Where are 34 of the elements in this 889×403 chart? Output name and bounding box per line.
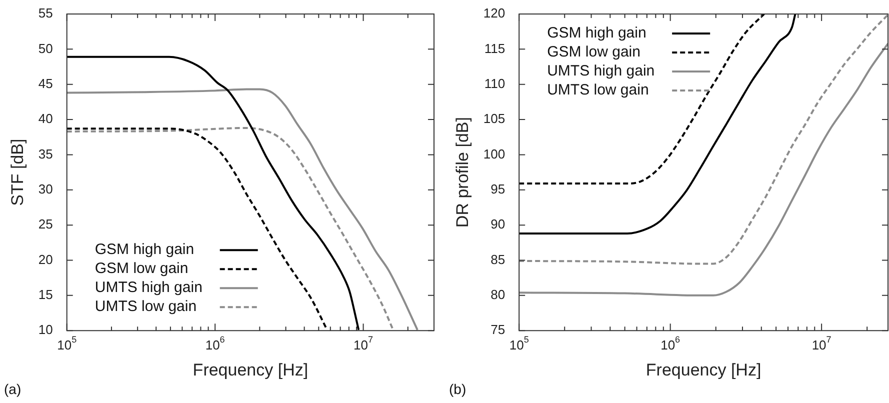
y-tick-label: 75 [490,322,506,338]
x-axis-title: Frequency [Hz] [646,360,762,380]
y-axis-title: DR profile [dB] [452,117,472,228]
legend-label: UMTS low gain [547,82,649,99]
y-tick-label: 25 [38,216,53,232]
x-axis-title: Frequency [Hz] [192,360,308,380]
legend-label: UMTS high gain [94,279,202,296]
y-tick-label: 40 [38,111,53,126]
y-tick-label: 80 [490,287,506,302]
y-tick-label: 10 [38,322,53,338]
legend-label: GSM low gain [94,260,188,278]
y-tick-label: 115 [484,40,506,56]
y-tick-label: 110 [484,76,506,91]
legend-label: GSM high gain [94,241,194,258]
y-tick-label: 15 [38,287,53,302]
legend-label: GSM low gain [547,44,640,61]
text: (a) [4,380,22,397]
y-tick-label: 20 [38,252,53,267]
y-tick-label: 55 [38,6,53,21]
legend-label: GSM high gain [547,24,646,42]
y-tick-label: 120 [483,6,506,21]
y-tick-label: 45 [38,76,53,91]
y-axis-title: STF [dB] [8,138,27,206]
y-tick-label: 105 [483,111,506,126]
y-tick-label: 90 [490,216,506,232]
y-tick-label: 95 [490,181,506,196]
legend-label: UMTS low gain [94,298,197,316]
y-tick-label: 85 [490,252,506,267]
y-tick-label: 35 [38,146,53,162]
y-tick-label: 100 [483,146,506,162]
legend-label: UMTS high gain [547,62,655,80]
text: (b) [449,380,466,397]
y-tick-label: 30 [38,181,53,196]
y-tick-label: 50 [38,40,53,56]
